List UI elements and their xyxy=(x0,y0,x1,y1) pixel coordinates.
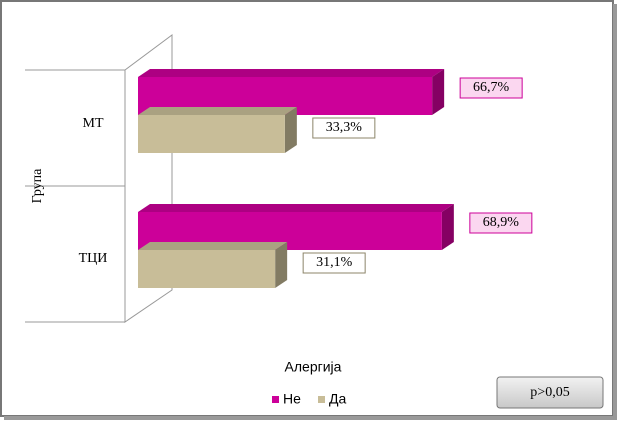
category-label: МТ xyxy=(83,116,104,131)
value-label-box xyxy=(302,252,366,274)
bar-top xyxy=(138,242,288,250)
bar-top xyxy=(138,69,445,77)
value-label-box xyxy=(312,117,376,139)
legend-swatch xyxy=(272,396,279,403)
frame-shadow xyxy=(613,4,617,419)
bar-side xyxy=(284,107,297,153)
value-label-box xyxy=(469,212,533,234)
legend-label: Да xyxy=(329,391,346,407)
frame-shadow xyxy=(4,416,617,420)
value-label-box xyxy=(459,77,523,99)
value-label: 68,9% xyxy=(483,215,520,230)
value-label: 66,7% xyxy=(473,80,510,95)
bar-top xyxy=(138,204,454,212)
value-label: 31,1% xyxy=(316,255,353,270)
bar xyxy=(138,115,285,153)
bar-side xyxy=(432,69,445,115)
legend-title: Алергија xyxy=(285,359,342,375)
value-label: 33,3% xyxy=(326,120,363,135)
legend-label: Не xyxy=(283,391,301,407)
bar-top xyxy=(138,107,297,115)
category-label: ТЦИ xyxy=(79,251,108,266)
legend-swatch xyxy=(318,396,325,403)
bar-side xyxy=(441,204,454,250)
bar-side xyxy=(275,242,288,288)
annotation: p>0,05 xyxy=(530,385,569,400)
axis-label: Група xyxy=(30,168,45,204)
annotation-box xyxy=(496,376,604,409)
bar xyxy=(138,250,276,288)
